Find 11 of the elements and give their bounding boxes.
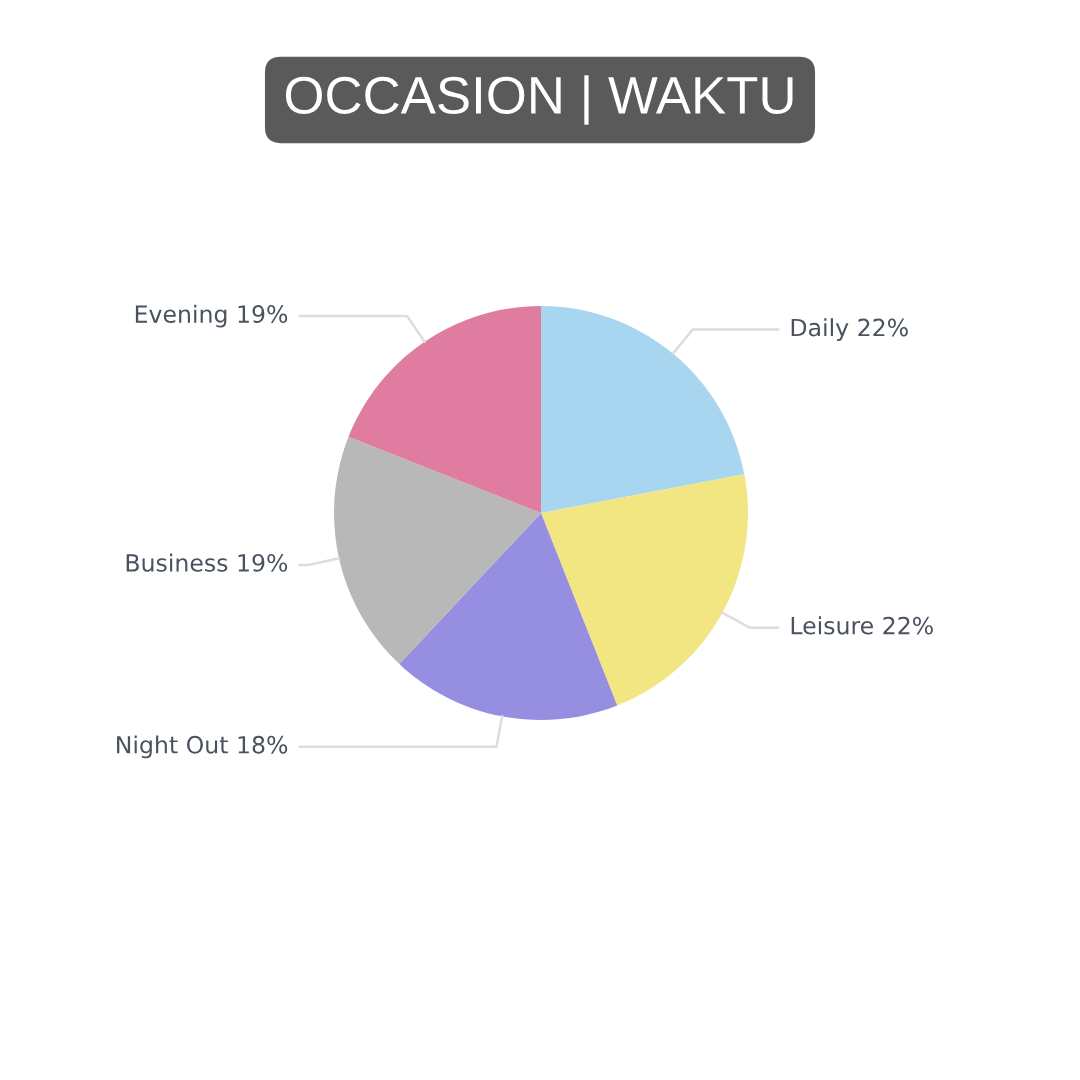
slice-label: Business 19% xyxy=(126,553,288,572)
chart-title: OCCASION | WAKTU xyxy=(285,75,793,125)
slice-label: Evening 19% xyxy=(135,304,288,328)
pie-slice xyxy=(399,513,618,720)
slice-label: Night Out 18% xyxy=(117,735,288,759)
pie-slice xyxy=(334,436,541,664)
pie-slice xyxy=(348,306,541,513)
pie-slice xyxy=(541,474,748,706)
pie-slice xyxy=(541,306,745,513)
slice-label: Daily 22% xyxy=(791,318,908,341)
slice-label: Leisure 22% xyxy=(791,616,933,635)
